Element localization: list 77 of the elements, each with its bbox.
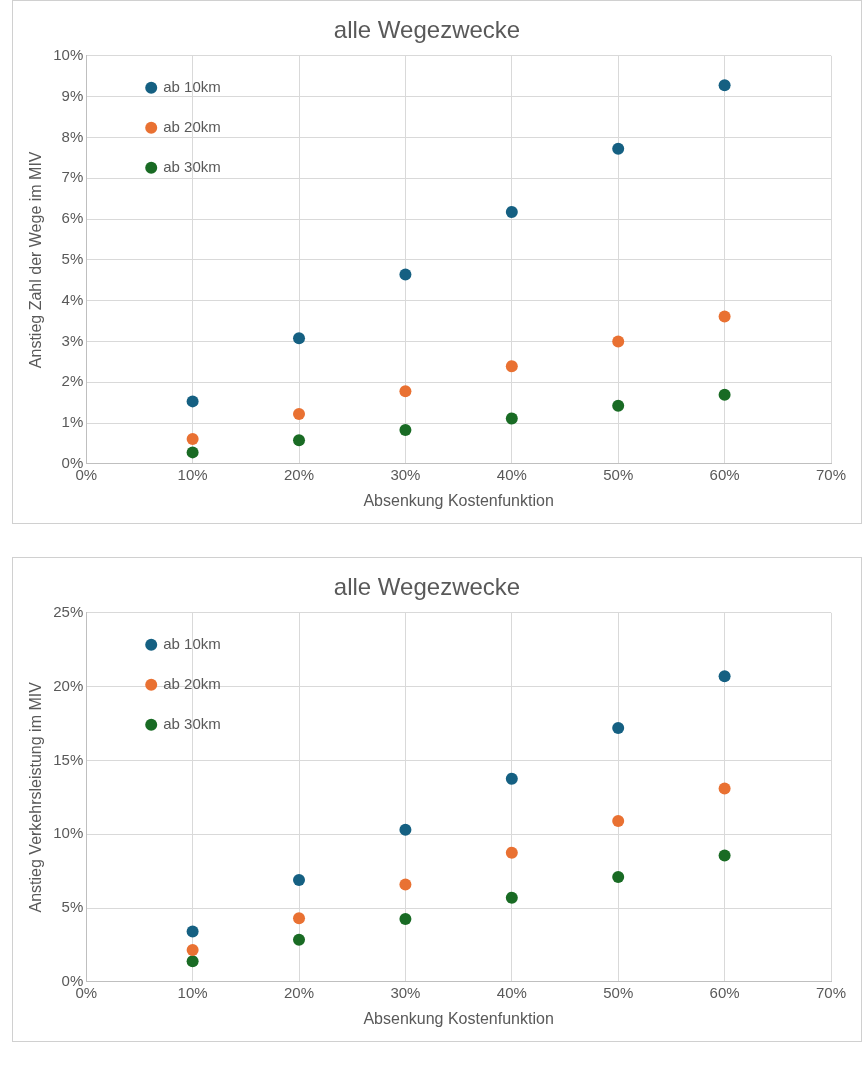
y-tick-label: 1%: [61, 413, 84, 431]
y-tick-label: 5%: [61, 898, 84, 916]
x-tick-label: 60%: [709, 983, 740, 1001]
y-axis-title: Anstieg Zahl der Wege im MIV: [27, 151, 45, 369]
legend-label: ab 10km: [163, 634, 221, 652]
point: [718, 849, 731, 862]
x-tick-label: 40%: [496, 465, 527, 483]
x-tick-label: 50%: [603, 465, 634, 483]
x-tick-label: 20%: [284, 465, 315, 483]
x-tick-label: 70%: [815, 465, 847, 483]
y-tick-label: 8%: [61, 127, 84, 145]
point: [293, 434, 306, 447]
y-axis-title: Anstieg Verkehrsleistung im MIV: [27, 681, 45, 913]
x-tick-label: 70%: [815, 983, 847, 1001]
point: [293, 408, 306, 421]
point: [505, 772, 518, 785]
point: [399, 878, 412, 891]
y-tick-label: 9%: [61, 86, 84, 104]
point: [505, 360, 518, 373]
point: [612, 814, 625, 827]
x-tick-label: 10%: [177, 983, 208, 1001]
point: [293, 873, 306, 886]
y-tick-label: 15%: [53, 750, 84, 768]
x-tick-label: 30%: [390, 983, 421, 1001]
point: [399, 385, 412, 398]
legend-label: ab 20km: [163, 117, 221, 135]
x-tick-label: 60%: [709, 465, 740, 483]
y-tick-label: 6%: [61, 209, 84, 227]
x-tick-label: 40%: [496, 983, 527, 1001]
x-axis-title: Absenkung Kostenfunktion: [363, 1009, 554, 1027]
point: [718, 388, 731, 401]
point: [186, 955, 199, 968]
y-tick-label: 20%: [53, 676, 84, 694]
point: [612, 721, 625, 734]
point: [186, 395, 199, 408]
point: [612, 871, 625, 883]
legend-label: ab 20km: [163, 674, 221, 692]
point: [186, 446, 199, 459]
chart-title: alle Wegezwecke: [333, 16, 521, 44]
point: [399, 823, 412, 836]
x-tick-label: 20%: [284, 983, 315, 1001]
legend-label: ab 10km: [163, 77, 221, 95]
point: [186, 944, 199, 957]
point: [718, 310, 731, 323]
point: [505, 846, 518, 859]
y-tick-label: 4%: [61, 290, 84, 308]
y-tick-label: 7%: [61, 168, 84, 186]
point: [718, 782, 731, 795]
point: [505, 891, 518, 904]
y-tick-label: 3%: [61, 331, 84, 349]
point: [186, 925, 199, 938]
y-tick-label: 10%: [53, 45, 84, 63]
point: [505, 206, 518, 219]
x-tick-label: 10%: [177, 465, 208, 483]
point: [612, 142, 625, 155]
point: [186, 432, 199, 445]
y-tick-label: 10%: [53, 824, 84, 842]
point: [718, 79, 731, 92]
point: [293, 912, 306, 925]
chart-title: alle Wegezwecke: [333, 573, 521, 601]
y-tick-label: 5%: [61, 249, 84, 267]
point: [293, 332, 306, 345]
x-axis-title: Absenkung Kostenfunktion: [363, 491, 554, 509]
legend-label: ab 30km: [163, 714, 221, 732]
legend-label: ab 30km: [163, 157, 221, 175]
point: [505, 412, 518, 425]
point: [718, 670, 731, 683]
y-tick-label: 2%: [61, 372, 84, 390]
point: [399, 268, 412, 281]
point: [612, 335, 625, 348]
x-tick-label: 50%: [603, 983, 634, 1001]
point: [399, 423, 412, 436]
y-tick-label: 25%: [53, 602, 84, 620]
point: [399, 913, 412, 926]
x-tick-label: 30%: [390, 465, 421, 483]
point: [612, 399, 625, 412]
point: [293, 933, 306, 946]
